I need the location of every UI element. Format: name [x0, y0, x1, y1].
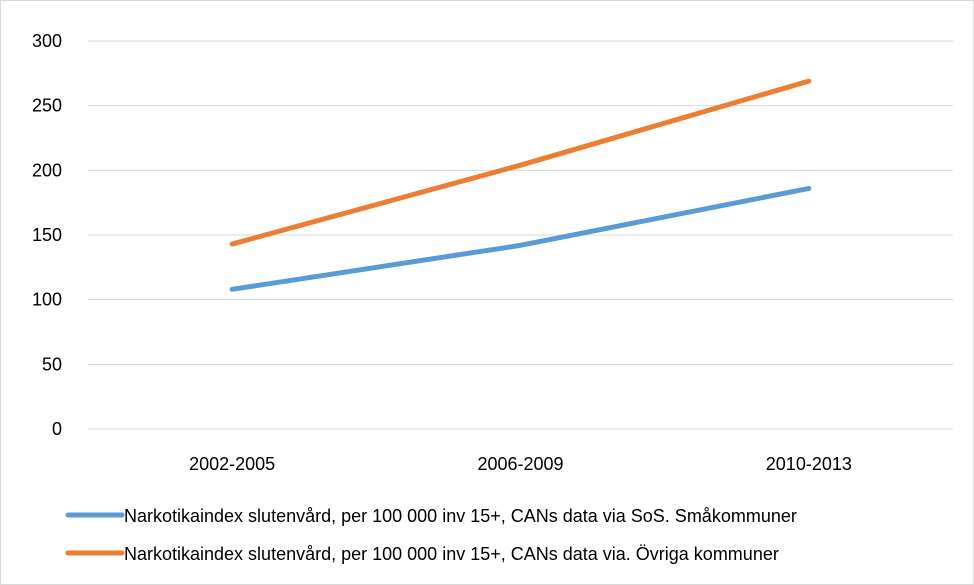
- y-tick-label-5: 250: [32, 96, 62, 116]
- legend-item-1: Narkotikaindex slutenvård, per 100 000 i…: [65, 506, 797, 526]
- grid-lines: [88, 40, 953, 430]
- series-line-2: [229, 78, 812, 247]
- x-tick-label-1: 2006-2009: [477, 454, 563, 474]
- y-tick-label-3: 150: [32, 225, 62, 245]
- y-tick-label-0: 0: [52, 419, 62, 439]
- y-tick-label-6: 300: [32, 31, 62, 51]
- legend-label-1: Narkotikaindex slutenvård, per 100 000 i…: [124, 506, 797, 526]
- legend-label-2: Narkotikaindex slutenvård, per 100 000 i…: [124, 544, 779, 564]
- y-axis-ticks: 0 50 100 150 200 250 300: [32, 31, 62, 439]
- legend-item-2: Narkotikaindex slutenvård, per 100 000 i…: [65, 544, 779, 564]
- legend: Narkotikaindex slutenvård, per 100 000 i…: [65, 506, 797, 564]
- series-line-1: [229, 185, 812, 292]
- y-tick-label-4: 200: [32, 160, 62, 180]
- series-lines: [229, 78, 812, 292]
- y-tick-label-1: 50: [42, 354, 62, 374]
- x-axis-ticks: 2002-2005 2006-2009 2010-2013: [189, 454, 852, 474]
- x-tick-label-2: 2010-2013: [766, 454, 852, 474]
- x-tick-label-0: 2002-2005: [189, 454, 275, 474]
- y-tick-label-2: 100: [32, 290, 62, 310]
